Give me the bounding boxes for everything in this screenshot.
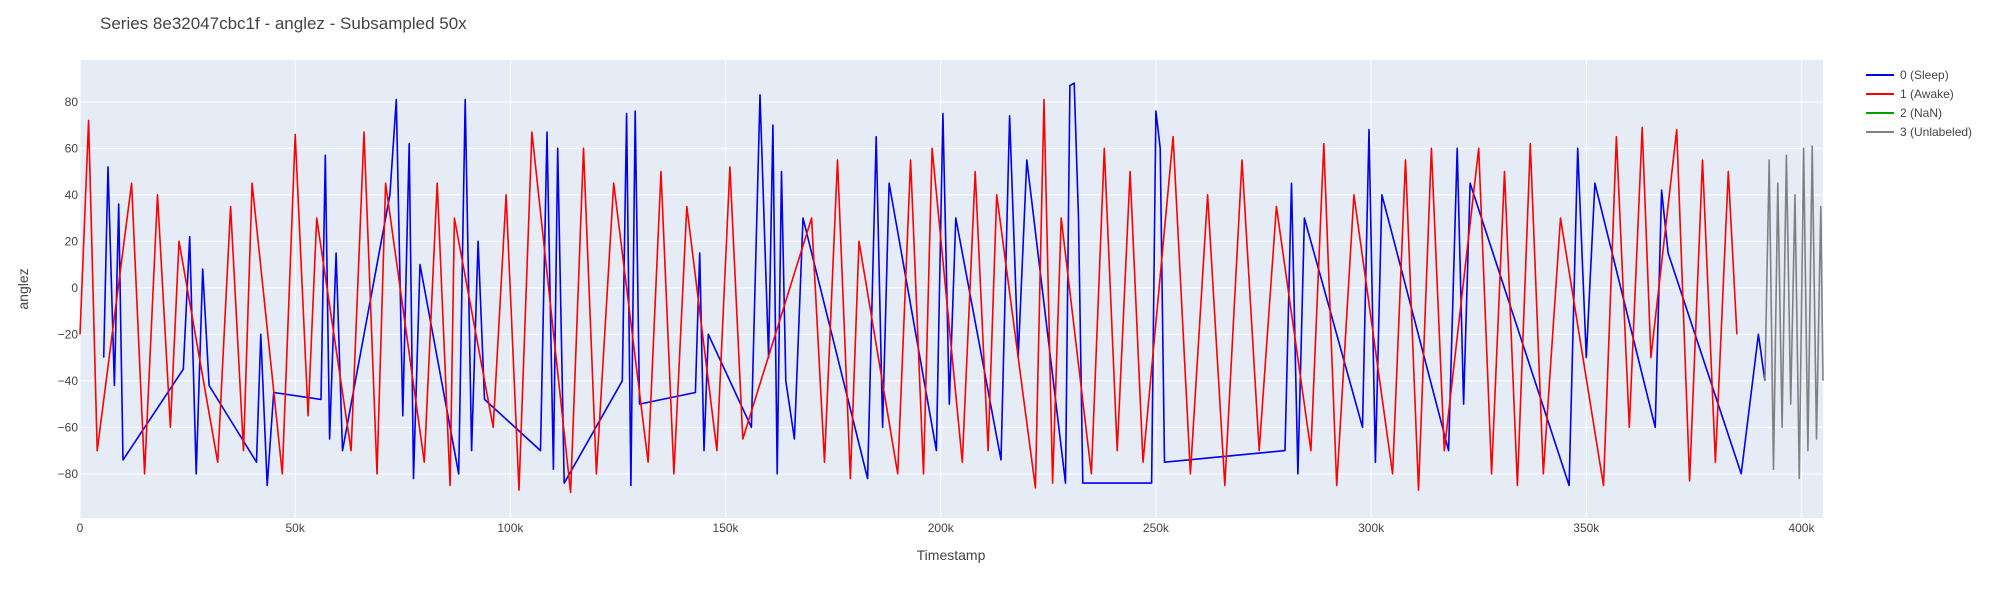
x-tick-label: 50k bbox=[286, 521, 306, 535]
series-line-0 bbox=[102, 82, 1766, 487]
y-tick-label: 20 bbox=[65, 234, 79, 248]
legend-label: 3 (Unlabeled) bbox=[1900, 125, 1972, 139]
series-lines bbox=[79, 82, 1824, 494]
series-line-1 bbox=[79, 98, 1738, 494]
x-tick-label: 150k bbox=[713, 521, 740, 535]
x-tick-label: 0 bbox=[77, 521, 84, 535]
y-tick-label: −40 bbox=[58, 374, 79, 388]
legend-item-3[interactable]: 3 (Unlabeled) bbox=[1866, 125, 1972, 139]
x-axis-ticks: 0 50k 100k 150k 200k 250k 300k 350k 400k bbox=[77, 521, 1816, 535]
y-axis-ticks: 80 60 40 20 0 −20 −40 −60 −80 bbox=[58, 95, 79, 481]
legend-label: 1 (Awake) bbox=[1900, 87, 1954, 101]
legend-item-0[interactable]: 0 (Sleep) bbox=[1866, 68, 1949, 82]
legend-item-1[interactable]: 1 (Awake) bbox=[1866, 87, 1954, 101]
y-axis-title: anglez bbox=[15, 268, 31, 309]
x-tick-label: 250k bbox=[1143, 521, 1170, 535]
y-tick-label: 0 bbox=[71, 281, 78, 295]
y-tick-label: 40 bbox=[65, 188, 79, 202]
x-axis-title: Timestamp bbox=[917, 547, 986, 563]
legend-item-2[interactable]: 2 (NaN) bbox=[1866, 106, 1942, 120]
legend[interactable]: 0 (Sleep) 1 (Awake) 2 (NaN) 3 (Unlabeled) bbox=[1866, 68, 1972, 139]
x-tick-label: 200k bbox=[928, 521, 955, 535]
chart-title: Series 8e32047cbc1f - anglez - Subsample… bbox=[100, 14, 467, 33]
series-line-3 bbox=[1764, 145, 1824, 480]
y-tick-label: −20 bbox=[58, 327, 79, 341]
y-tick-label: −80 bbox=[58, 467, 79, 481]
x-tick-label: 100k bbox=[497, 521, 524, 535]
legend-label: 2 (NaN) bbox=[1900, 106, 1942, 120]
y-tick-label: −60 bbox=[58, 420, 79, 434]
x-tick-label: 400k bbox=[1788, 521, 1815, 535]
y-tick-label: 80 bbox=[65, 95, 79, 109]
legend-label: 0 (Sleep) bbox=[1900, 68, 1949, 82]
x-tick-label: 350k bbox=[1573, 521, 1600, 535]
y-tick-label: 60 bbox=[65, 141, 79, 155]
x-tick-label: 300k bbox=[1358, 521, 1385, 535]
plot-area bbox=[80, 60, 1823, 518]
